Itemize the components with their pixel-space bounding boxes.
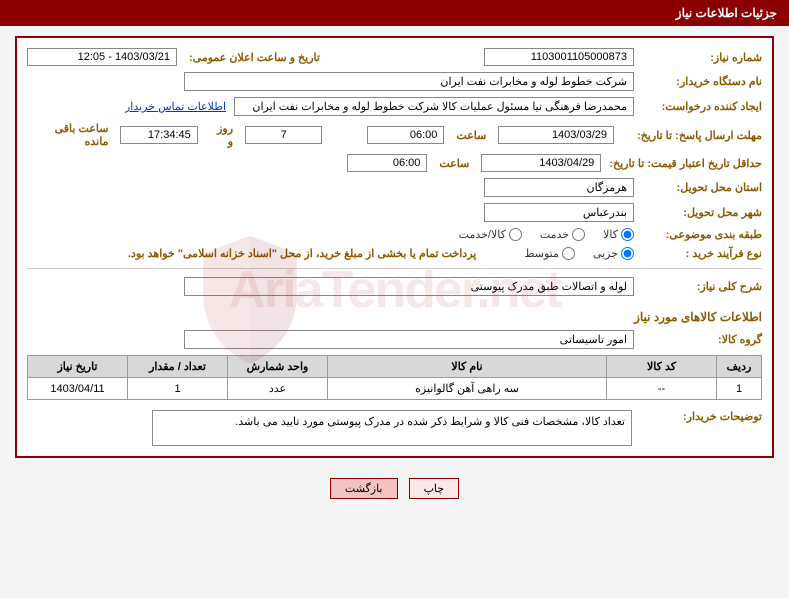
need-number-field: 1103001105000873 [484, 48, 634, 66]
process-radio-group: جزیی متوسط [512, 247, 634, 260]
button-row: چاپ بازگشت [0, 468, 789, 509]
remaining-label: ساعت باقی مانده [31, 122, 108, 148]
cat-service-option[interactable]: خدمت [540, 228, 585, 241]
th-unit: واحد شمارش [228, 356, 328, 378]
requester-field: محمدرضا فرهنگی نیا مسئول عملیات کالا شرک… [234, 97, 634, 116]
process-label: نوع فرآیند خرید : [642, 247, 762, 260]
requester-label: ایجاد کننده درخواست: [642, 100, 762, 113]
th-date: تاریخ نیاز [28, 356, 128, 378]
goods-table: ردیف کد کالا نام کالا واحد شمارش تعداد /… [27, 355, 762, 400]
details-panel: شماره نیاز: 1103001105000873 تاریخ و ساع… [15, 36, 774, 458]
page-header: جزئیات اطلاعات نیاز [0, 0, 789, 26]
th-qty: تعداد / مقدار [128, 356, 228, 378]
buyer-org-label: نام دستگاه خریدار: [642, 75, 762, 88]
td-unit: عدد [228, 378, 328, 400]
days-count-field: 7 [245, 126, 322, 144]
divider-1 [27, 268, 762, 269]
buyer-notes-label: توضیحات خریدار: [642, 410, 762, 423]
goods-group-field: امور تاسیساتی [184, 330, 634, 349]
proc-medium-option[interactable]: متوسط [524, 247, 575, 260]
payment-note: پرداخت تمام یا بخشی از مبلغ خرید، از محل… [128, 247, 476, 260]
page-title: جزئیات اطلاعات نیاز [676, 6, 777, 20]
proc-partial-option[interactable]: جزیی [593, 247, 634, 260]
days-and-label: روز و [210, 122, 233, 148]
cat-goods-service-radio[interactable] [509, 228, 522, 241]
th-name: نام کالا [328, 356, 607, 378]
city-label: شهر محل تحویل: [642, 206, 762, 219]
time-label-2: ساعت [439, 157, 469, 170]
td-qty: 1 [128, 378, 228, 400]
td-code: -- [607, 378, 717, 400]
buyer-org-field: شرکت خطوط لوله و مخابرات نفت ایران [184, 72, 634, 91]
general-desc-field: لوله و اتصالات طبق مدرک پیوستی [184, 277, 634, 296]
validity-label: حداقل تاریخ اعتبار قیمت: تا تاریخ: [609, 157, 762, 170]
cat-goods-option[interactable]: کالا [603, 228, 634, 241]
proc-medium-radio[interactable] [562, 247, 575, 260]
td-row: 1 [717, 378, 762, 400]
goods-info-title: اطلاعات کالاهای مورد نیاز [27, 302, 762, 330]
th-row: ردیف [717, 356, 762, 378]
proc-partial-radio[interactable] [621, 247, 634, 260]
goods-group-label: گروه کالا: [642, 333, 762, 346]
table-header-row: ردیف کد کالا نام کالا واحد شمارش تعداد /… [28, 356, 762, 378]
need-number-label: شماره نیاز: [642, 51, 762, 64]
province-field: هرمزگان [484, 178, 634, 197]
remaining-time-field: 17:34:45 [120, 126, 197, 144]
validity-time-field: 06:00 [347, 154, 427, 172]
print-button[interactable]: چاپ [409, 478, 460, 499]
table-row: 1 -- سه راهی آهن گالوانیزه عدد 1 1403/04… [28, 378, 762, 400]
announcement-field: 1403/03/21 - 12:05 [27, 48, 177, 66]
back-button[interactable]: بازگشت [330, 478, 398, 499]
th-code: کد کالا [607, 356, 717, 378]
response-deadline-label: مهلت ارسال پاسخ: تا تاریخ: [622, 129, 762, 142]
cat-goods-service-option[interactable]: کالا/خدمت [459, 228, 522, 241]
buyer-notes-field: تعداد کالا، مشخصات فنی کالا و شرایط ذکر … [152, 410, 632, 446]
category-label: طبقه بندی موضوعی: [642, 228, 762, 241]
announcement-label: تاریخ و ساعت اعلان عمومی: [189, 51, 320, 64]
general-desc-label: شرح کلی نیاز: [642, 280, 762, 293]
td-date: 1403/04/11 [28, 378, 128, 400]
time-label-1: ساعت [456, 129, 486, 142]
city-field: بندرعباس [484, 203, 634, 222]
td-name: سه راهی آهن گالوانیزه [328, 378, 607, 400]
cat-service-radio[interactable] [572, 228, 585, 241]
province-label: استان محل تحویل: [642, 181, 762, 194]
category-radio-group: کالا خدمت کالا/خدمت [447, 228, 634, 241]
validity-date-field: 1403/04/29 [481, 154, 601, 172]
cat-goods-radio[interactable] [621, 228, 634, 241]
response-date-field: 1403/03/29 [498, 126, 614, 144]
response-time-field: 06:00 [367, 126, 444, 144]
contact-link[interactable]: اطلاعات تماس خریدار [125, 100, 226, 113]
